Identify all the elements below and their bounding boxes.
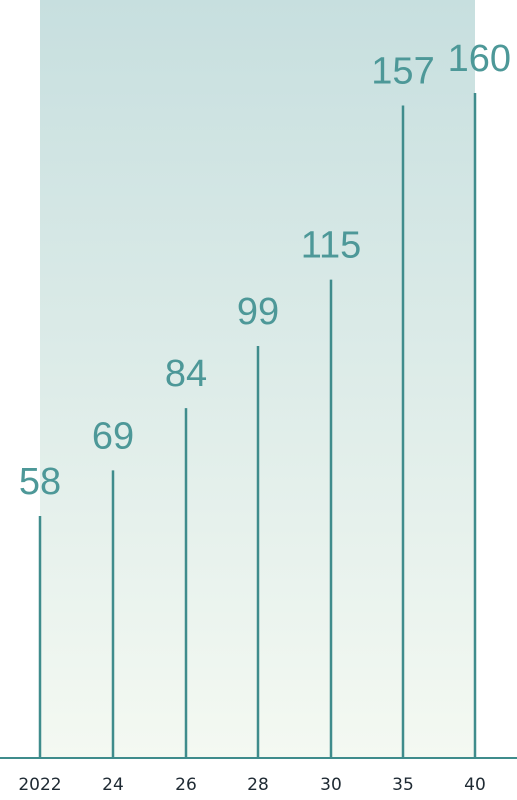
stems-group xyxy=(38,93,477,758)
value-label-40: 160 xyxy=(448,38,511,80)
value-label-30: 115 xyxy=(301,225,362,267)
x-tick-label-24: 24 xyxy=(102,775,124,795)
value-labels-group: 58 69 84 99 115 157 160 xyxy=(19,38,511,503)
x-tick-label-28: 28 xyxy=(247,775,269,795)
x-tick-label-30: 30 xyxy=(320,775,342,795)
x-tick-label-35: 35 xyxy=(392,775,414,795)
x-tick-label-40: 40 xyxy=(464,775,486,795)
value-label-2022: 58 xyxy=(19,461,61,503)
value-label-26: 84 xyxy=(165,353,207,395)
value-label-35: 157 xyxy=(371,50,434,92)
value-label-28: 99 xyxy=(237,291,279,333)
value-label-24: 69 xyxy=(92,415,134,457)
x-tick-label-2022: 2022 xyxy=(18,775,61,795)
x-tick-labels-group: 2022 24 26 28 30 35 40 xyxy=(18,775,485,795)
x-tick-label-26: 26 xyxy=(175,775,197,795)
